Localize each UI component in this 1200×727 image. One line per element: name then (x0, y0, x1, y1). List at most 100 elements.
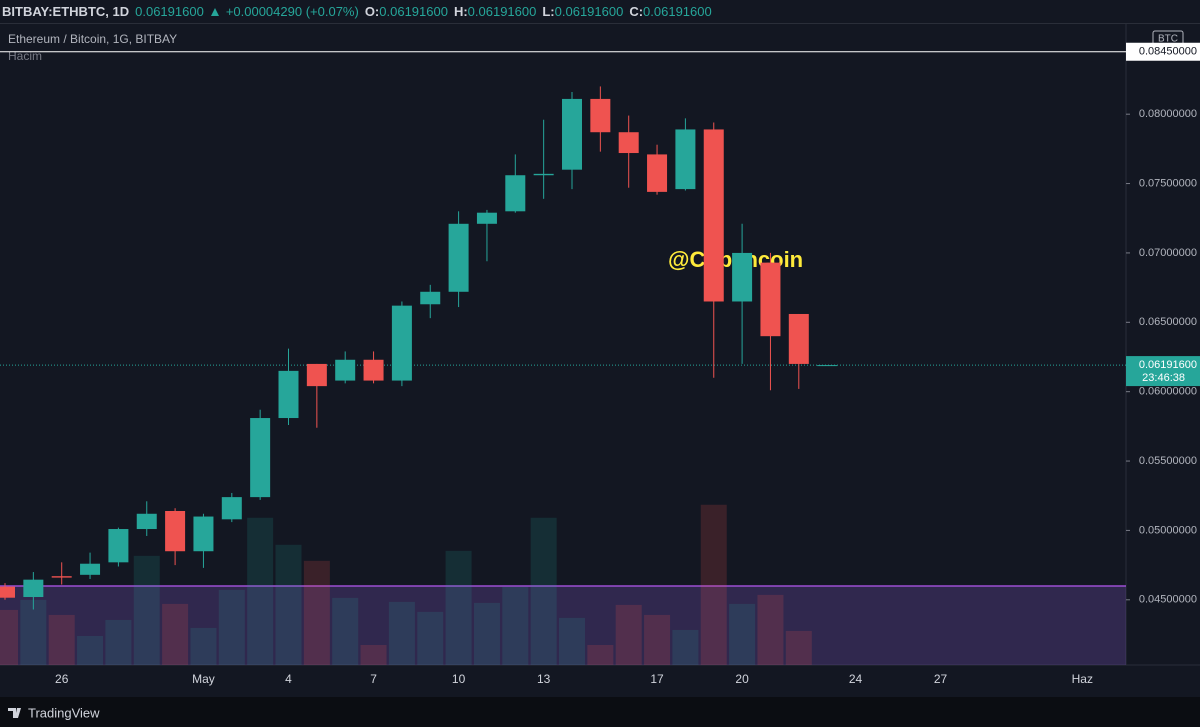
ohlc-value: 0.06191600 (643, 4, 712, 19)
ohlc-h: H:0.06191600 (454, 4, 536, 19)
volume-bar (190, 627, 217, 665)
currency: BTC (1158, 34, 1178, 45)
symbol: BITBAY:ETHBTC, 1D (2, 4, 130, 19)
volume-bar (247, 517, 274, 665)
candle-body (136, 513, 157, 530)
ohlc-l: L:0.06191600 (542, 4, 623, 19)
x-tick-label: 27 (934, 672, 948, 686)
chart: Ethereum / Bitcoin, 1G, BITBAY Hacim @Co… (0, 24, 1200, 727)
ohlc-label: H: (453, 4, 468, 19)
hline-label: 0.08450000 (1139, 46, 1197, 58)
volume-bar (559, 617, 585, 665)
volume-bar (700, 504, 727, 665)
volume-bar (672, 629, 699, 665)
volume-bar (445, 550, 472, 665)
candle-body (165, 510, 186, 552)
volume-bar (785, 630, 812, 665)
volume-bar (644, 614, 671, 665)
chart-title: Ethereum / Bitcoin, 1G, BITBAY (8, 32, 177, 46)
candle-body (306, 363, 327, 387)
brand-logo: TradingView (8, 705, 100, 720)
last-price-box (1126, 356, 1200, 387)
x-tick-label: 24 (849, 672, 863, 686)
candle-body (51, 576, 72, 578)
x-tick-label: 17 (650, 672, 664, 686)
x-tick-label: 13 (537, 672, 551, 686)
candle-body (193, 516, 214, 552)
candle-body (703, 129, 724, 302)
candle-body (675, 129, 696, 190)
y-tick-label: 0.05500000 (1139, 455, 1197, 467)
ohlc-value: 0.06191600 (467, 4, 537, 19)
up-arrow-icon (210, 7, 219, 16)
candle-body (335, 359, 356, 381)
x-tick-label: 7 (370, 672, 377, 686)
candle-body (760, 262, 781, 337)
volume-bar (587, 644, 614, 665)
volume-bar (303, 560, 330, 665)
candle-body (420, 291, 441, 305)
candle-body (0, 586, 15, 598)
footer-bar (0, 697, 1200, 727)
candle-body (590, 98, 611, 133)
candle-body (221, 497, 242, 520)
candle-body (533, 173, 554, 176)
candle-body (363, 359, 384, 381)
volume-bar (162, 603, 189, 665)
header: BITBAY:ETHBTC, 1D 0.06191600 +0.00004290… (0, 0, 1200, 24)
volume-bar (20, 599, 47, 665)
brand-icon (8, 708, 21, 718)
x-tick-label: 26 (55, 672, 69, 686)
ohlc-label: O: (364, 4, 380, 19)
ohlc-label: C: (629, 4, 644, 19)
volume-bar (105, 619, 132, 665)
header-price: 0.06191600 (135, 4, 204, 19)
x-tick-label: 4 (285, 672, 292, 686)
y-tick-label: 0.07000000 (1139, 247, 1197, 259)
x-tick-label: Haz (1072, 672, 1093, 686)
volume-bar (133, 555, 160, 665)
header-change: +0.00004290 (+0.07%) (225, 4, 359, 19)
volume-label: Hacim (8, 49, 42, 63)
ohlc-value: 0.06191600 (554, 4, 624, 19)
ohlc-value: 0.06191600 (379, 4, 448, 19)
countdown: 23:46:38 (1142, 372, 1185, 384)
candle-body (250, 418, 271, 498)
volume-bar (77, 635, 104, 665)
volume-bar (218, 589, 245, 665)
ohlc-o: O:0.06191600 (365, 4, 448, 19)
candle-body (80, 563, 101, 575)
candle-body (732, 252, 753, 302)
volume-bar (757, 594, 784, 665)
x-tick-label: May (192, 672, 215, 686)
candle-body (391, 305, 412, 381)
candle-body (788, 313, 809, 364)
indicator-band (0, 586, 1126, 665)
brand: TradingView (28, 705, 100, 720)
last-price-label: 0.06191600 (1139, 359, 1197, 371)
candle-body (278, 370, 299, 419)
hline-label-box (1126, 42, 1200, 61)
candle-body (618, 132, 639, 154)
candle-body (817, 365, 838, 367)
x-tick-label: 20 (735, 672, 749, 686)
candle-body (448, 223, 469, 292)
y-tick-label: 0.04500000 (1139, 594, 1197, 606)
volume-bar (530, 517, 557, 665)
x-tick-label: 10 (452, 672, 466, 686)
volume-bar (332, 597, 359, 665)
volume-bar (615, 604, 642, 665)
volume-bar (48, 614, 75, 665)
volume-bar (502, 586, 529, 665)
candle-body (562, 98, 582, 170)
y-tick-label: 0.06000000 (1139, 386, 1197, 398)
ohlc-label: L: (542, 4, 555, 19)
candle-body (108, 529, 129, 563)
candle-body (505, 175, 526, 212)
candle-body (476, 212, 497, 224)
candle-body (23, 579, 44, 598)
volume-bar (473, 602, 500, 665)
volume-bar (729, 603, 756, 665)
y-tick-label: 0.05000000 (1139, 524, 1197, 536)
